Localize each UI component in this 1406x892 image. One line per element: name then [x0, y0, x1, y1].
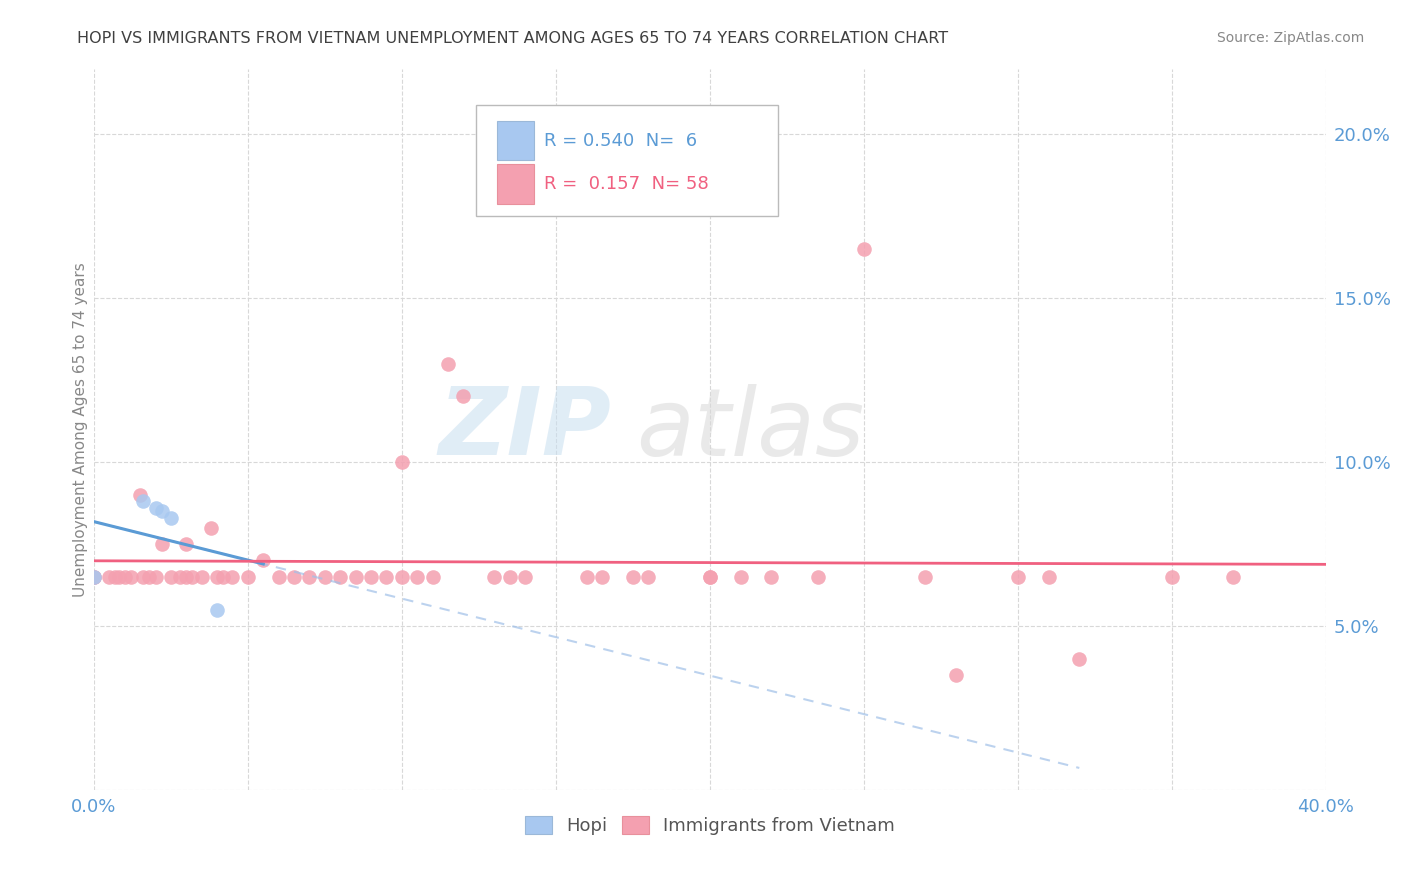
- Point: [120, 570, 142, 584]
- Point: [498, 570, 520, 584]
- Point: [375, 570, 398, 584]
- Point: [806, 570, 828, 584]
- Point: [212, 570, 235, 584]
- Point: [391, 455, 413, 469]
- Text: atlas: atlas: [636, 384, 865, 475]
- Point: [406, 570, 429, 584]
- Point: [132, 570, 155, 584]
- Point: [176, 537, 198, 551]
- Point: [1069, 652, 1091, 666]
- FancyBboxPatch shape: [496, 164, 534, 203]
- Point: [575, 570, 598, 584]
- Point: [437, 357, 460, 371]
- Point: [114, 570, 136, 584]
- Point: [190, 570, 212, 584]
- Text: ZIP: ZIP: [439, 384, 612, 475]
- Point: [150, 504, 173, 518]
- Point: [138, 570, 160, 584]
- Point: [145, 570, 167, 584]
- Point: [176, 570, 198, 584]
- Point: [129, 488, 152, 502]
- Point: [298, 570, 321, 584]
- Point: [699, 570, 721, 584]
- Point: [83, 570, 105, 584]
- Y-axis label: Unemployment Among Ages 65 to 74 years: Unemployment Among Ages 65 to 74 years: [73, 262, 87, 597]
- Point: [181, 570, 204, 584]
- Point: [104, 570, 127, 584]
- Point: [360, 570, 382, 584]
- Point: [98, 570, 121, 584]
- Point: [1038, 570, 1060, 584]
- Point: [591, 570, 613, 584]
- Point: [761, 570, 783, 584]
- Point: [329, 570, 352, 584]
- Point: [1007, 570, 1029, 584]
- Point: [852, 242, 875, 256]
- Point: [314, 570, 336, 584]
- Legend: Hopi, Immigrants from Vietnam: Hopi, Immigrants from Vietnam: [524, 815, 896, 835]
- Point: [160, 570, 183, 584]
- Point: [699, 570, 721, 584]
- Point: [637, 570, 659, 584]
- Point: [453, 389, 475, 403]
- Point: [1222, 570, 1244, 584]
- Text: R =  0.157  N= 58: R = 0.157 N= 58: [544, 175, 709, 193]
- Point: [945, 668, 967, 682]
- Point: [132, 494, 155, 508]
- Point: [221, 570, 243, 584]
- FancyBboxPatch shape: [496, 120, 534, 161]
- Point: [205, 602, 228, 616]
- Point: [391, 570, 413, 584]
- Point: [283, 570, 305, 584]
- Point: [344, 570, 367, 584]
- Text: R = 0.540  N=  6: R = 0.540 N= 6: [544, 132, 696, 150]
- Point: [484, 570, 506, 584]
- Point: [422, 570, 444, 584]
- FancyBboxPatch shape: [475, 104, 778, 217]
- Point: [107, 570, 129, 584]
- Point: [236, 570, 259, 584]
- Point: [160, 510, 183, 524]
- Point: [205, 570, 228, 584]
- Point: [730, 570, 752, 584]
- Point: [914, 570, 936, 584]
- Point: [267, 570, 290, 584]
- Point: [513, 570, 536, 584]
- Point: [145, 500, 167, 515]
- Point: [621, 570, 644, 584]
- Text: Source: ZipAtlas.com: Source: ZipAtlas.com: [1216, 31, 1364, 45]
- Text: HOPI VS IMMIGRANTS FROM VIETNAM UNEMPLOYMENT AMONG AGES 65 TO 74 YEARS CORRELATI: HOPI VS IMMIGRANTS FROM VIETNAM UNEMPLOY…: [77, 31, 949, 46]
- Point: [169, 570, 191, 584]
- Point: [83, 570, 105, 584]
- Point: [83, 570, 105, 584]
- Point: [200, 520, 222, 534]
- Point: [252, 553, 274, 567]
- Point: [150, 537, 173, 551]
- Point: [1160, 570, 1182, 584]
